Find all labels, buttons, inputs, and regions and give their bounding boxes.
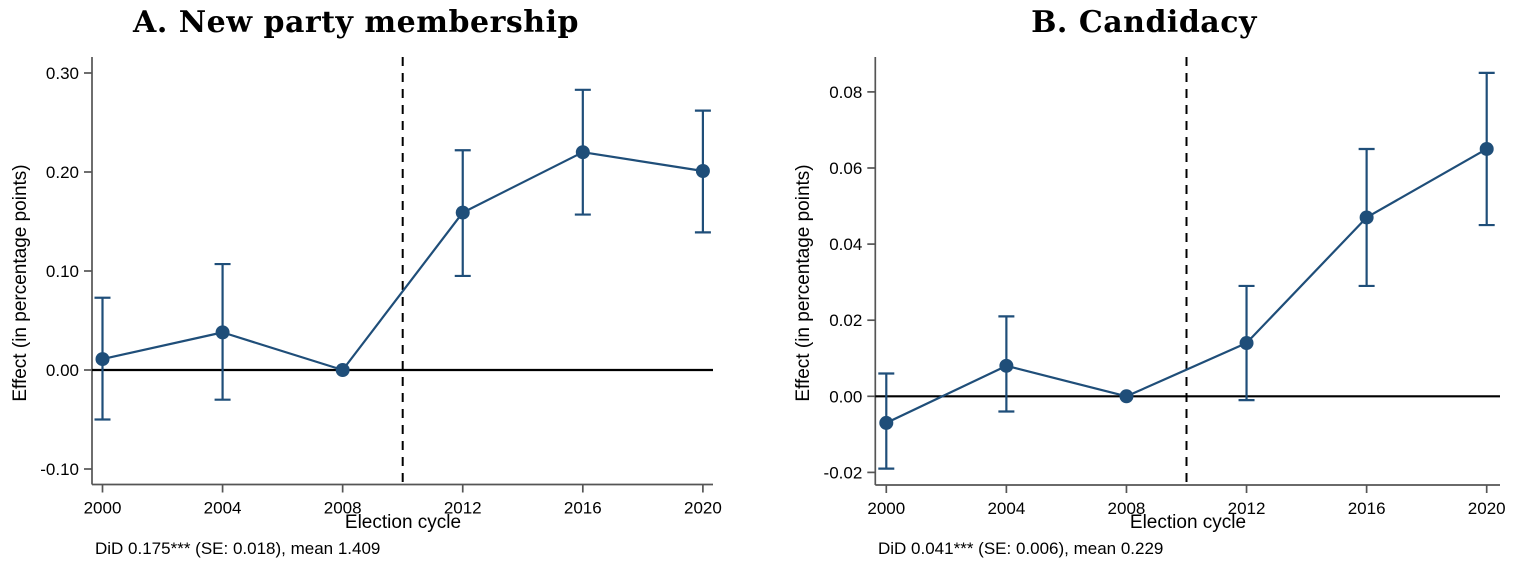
data-point-marker [95,352,110,367]
series-line [102,151,704,372]
data-point-marker [455,205,470,220]
panel-a-y-axis-label: Effect (in percentage points) [10,164,31,402]
x-tick-label: 2004 [204,499,242,518]
panel-a-plot: -0.10 0.00 0.10 0.20 0.30 2000 2004 2008 2012 201… [40,57,722,518]
panel-b-did-note: DiD 0.041*** (SE: 0.006), mean 0.229 [878,539,1164,558]
data-point-marker [879,415,894,430]
data-point-marker [695,164,710,179]
y-tick-label: 0.00 [46,361,79,380]
panel-b-title: B. Candidacy [1031,5,1257,40]
data-point-marker [575,145,590,160]
panel-a-title: A. New party membership [133,5,579,40]
data-point-marker [335,363,350,377]
x-tick-label: 2012 [444,499,482,518]
data-point-marker [215,325,230,340]
y-tick-label: 0.20 [46,163,79,182]
y-tick-label: 0.02 [829,311,862,330]
y-tick-label: -0.02 [824,463,863,482]
panel-b-y-axis-label: Effect (in percentage points) [793,164,814,402]
x-tick-label: 2008 [324,499,362,518]
panel-a-x-axis-label: Election cycle [344,512,462,533]
y-tick-label: 0.04 [829,235,862,254]
panel-b-plot: -0.02 0.00 0.02 0.04 0.06 0.08 2000 2004 2008 201… [824,57,1506,518]
y-tick-label: 0.10 [46,262,79,281]
panel-b-x-axis-label: Election cycle [1129,512,1247,533]
x-tick-label: 2000 [867,499,905,518]
x-tick-label: 2004 [987,499,1025,518]
y-tick-label: -0.10 [40,460,79,479]
x-tick-label: 2000 [84,499,122,518]
x-tick-label: 2016 [1348,499,1386,518]
data-point-marker [999,358,1014,373]
x-tick-label: 2020 [684,499,722,518]
panel-a-did-note: DiD 0.175*** (SE: 0.018), mean 1.409 [95,539,381,558]
series-line [885,148,1488,424]
data-point-marker [1359,210,1374,225]
data-point-marker [1239,336,1254,351]
x-tick-label: 2008 [1108,499,1146,518]
y-tick-label: 0.30 [46,64,79,83]
data-point-marker [1119,389,1134,404]
x-tick-label: 2020 [1468,499,1506,518]
y-tick-label: 0.00 [829,387,862,406]
x-tick-label: 2016 [564,499,602,518]
y-tick-label: 0.06 [829,159,862,178]
x-tick-label: 2012 [1228,499,1266,518]
y-tick-label: 0.08 [829,83,862,102]
data-point-marker [1479,141,1494,156]
